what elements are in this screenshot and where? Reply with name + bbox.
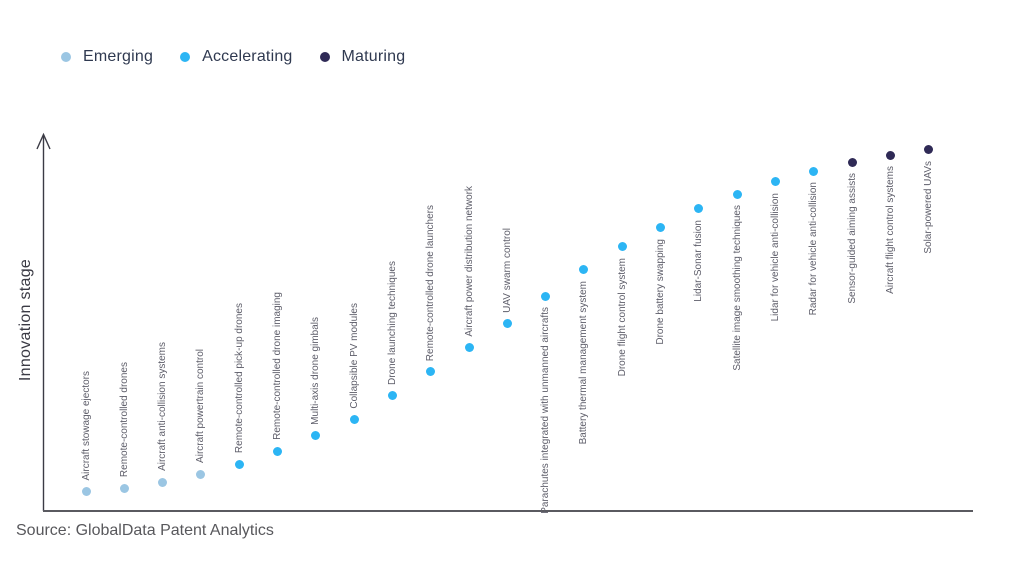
legend-item-emerging: Emerging: [61, 48, 153, 66]
point-label: Drone flight control system: [616, 257, 628, 377]
point-label: Aircraft anti-collision systems: [157, 342, 169, 472]
legend-item-maturing: Maturing: [319, 48, 406, 66]
point-label: Satellite image smoothing techniques: [731, 205, 743, 371]
data-point: [196, 469, 206, 479]
legend-swatch-icon: [61, 52, 71, 62]
point-label: Drone launching techniques: [386, 260, 398, 385]
point-label: Solar-powered UAVs: [923, 160, 935, 254]
data-point: [464, 343, 474, 353]
data-point: [885, 150, 895, 160]
data-point: [81, 487, 91, 497]
point-label: Remote-controlled drone imaging: [272, 292, 283, 441]
point-label: Lidar for vehicle anti-collision: [769, 192, 781, 322]
legend-swatch-icon: [180, 52, 191, 62]
data-point: [273, 446, 282, 456]
legend-label: Accelerating: [202, 48, 293, 65]
data-point: [234, 459, 244, 469]
point-label: Aircraft stowage ejectors: [80, 371, 92, 481]
point-label: Remote-controlled pick-up drones: [233, 303, 245, 454]
data-point: [579, 265, 589, 275]
data-point: [732, 189, 742, 199]
point-label: Drone battery swapping: [655, 238, 666, 345]
point-label: Sensor-guided aiming assists: [846, 173, 858, 304]
point-label: Multi-axis drone gimbals: [310, 317, 322, 425]
data-point: [119, 483, 129, 493]
data-point: [694, 204, 704, 214]
point-label: UAV swarm control: [501, 228, 513, 313]
data-point: [617, 242, 627, 252]
data-point: [426, 367, 436, 377]
point-label: Collapsible PV modules: [348, 302, 360, 409]
point-label: Lidar-Sonar fusion: [693, 219, 705, 302]
data-point: [541, 291, 551, 301]
point-label: Remote-controlled drones: [118, 362, 130, 478]
data-point: [311, 431, 321, 441]
point-label: Battery thermal management system: [578, 280, 590, 445]
data-point: [924, 145, 934, 155]
data-point: [502, 319, 512, 329]
data-point: [809, 166, 819, 176]
point-label: Remote-controlled drone launchers: [425, 204, 437, 361]
legend-label: Maturing: [341, 48, 406, 65]
legend-label: Emerging: [83, 48, 154, 65]
y-axis-arrow-icon: [36, 132, 51, 150]
legend-item-accelerating: Accelerating: [180, 48, 292, 66]
data-point: [847, 157, 857, 167]
point-label: Parachutes integrated with unmanned airc…: [540, 307, 552, 514]
point-label: Aircraft flight control systems: [884, 166, 896, 294]
data-point: [349, 414, 359, 424]
data-point: [770, 177, 780, 187]
legend: Emerging Accelerating Maturing: [61, 48, 405, 66]
legend-swatch-icon: [319, 52, 330, 62]
point-label: Aircraft power distribution network: [463, 186, 475, 337]
data-point: [158, 477, 168, 487]
point-label: Aircraft powertrain control: [195, 349, 207, 464]
data-point: [656, 223, 665, 233]
point-label: Radar for vehicle anti-collision: [808, 182, 820, 316]
data-point: [387, 391, 397, 401]
source-note: Source: GlobalData Patent Analytics: [16, 522, 274, 539]
